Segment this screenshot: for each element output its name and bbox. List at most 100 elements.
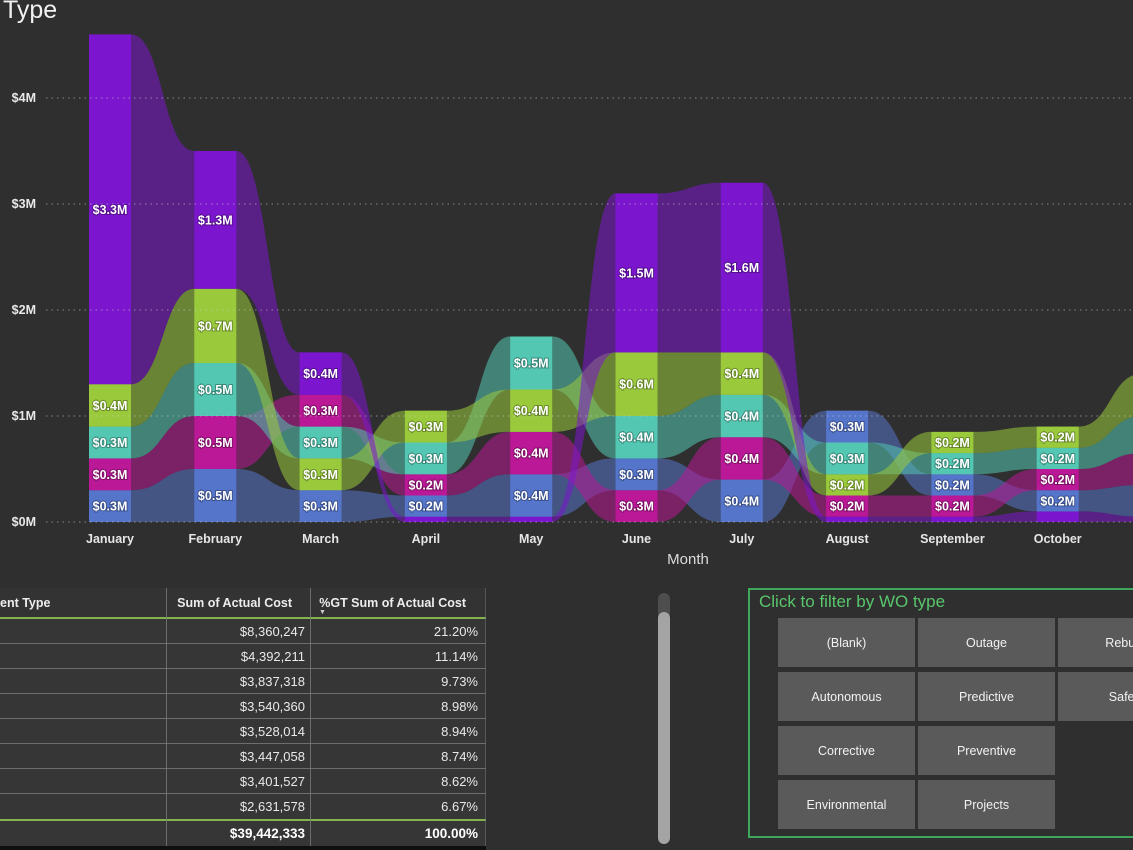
ribbon-green[interactable] bbox=[89, 288, 1133, 496]
ribbon-chart[interactable]: $0M $1M $2M $3M $4M $0.3M $0.3M $0.3M $0.4M $3.3M… bbox=[0, 0, 1133, 580]
ribbon-column-green[interactable] bbox=[510, 389, 553, 432]
ribbon-column-green[interactable] bbox=[826, 474, 869, 496]
ribbon-column-teal[interactable] bbox=[510, 336, 553, 390]
ribbon-column-teal[interactable] bbox=[615, 416, 658, 459]
ribbon-column-magenta[interactable] bbox=[826, 495, 869, 517]
filter-button-outage[interactable]: Outage bbox=[918, 618, 1055, 667]
ribbon-column-teal[interactable] bbox=[931, 453, 974, 475]
vertical-scrollbar[interactable] bbox=[657, 592, 671, 845]
ribbon-column-magenta[interactable] bbox=[404, 474, 447, 496]
header-sum-actual-cost[interactable]: Sum of Actual Cost bbox=[177, 595, 292, 610]
filter-button-rebuild[interactable]: Rebuild bbox=[1058, 618, 1133, 667]
table-row[interactable]: $3,447,058 8.74% bbox=[0, 744, 486, 769]
x-tick-label: June bbox=[622, 532, 651, 546]
ribbon-column-blue[interactable] bbox=[404, 495, 447, 517]
ribbon-column-magenta[interactable] bbox=[931, 495, 974, 517]
ribbon-column-magenta[interactable] bbox=[194, 416, 237, 469]
ribbon-column-blue[interactable] bbox=[615, 458, 658, 491]
table-row[interactable]: $3,540,360 8.98% bbox=[0, 694, 486, 719]
ribbon-column-purple[interactable] bbox=[826, 516, 869, 522]
ribbon-purple[interactable] bbox=[89, 34, 1133, 522]
filter-panel-title: Click to filter by WO type bbox=[759, 592, 946, 611]
header-pct-gt-sum[interactable]: %GT Sum of Actual Cost bbox=[319, 595, 466, 610]
ribbon-column-purple[interactable] bbox=[404, 516, 447, 522]
ribbon-column-purple[interactable] bbox=[510, 516, 553, 522]
ribbon-column-purple[interactable] bbox=[89, 34, 131, 385]
table-row[interactable]: $3,837,318 9.73% bbox=[0, 669, 486, 694]
table-row[interactable]: $3,401,527 8.62% bbox=[0, 769, 486, 794]
ribbon-column-blue[interactable] bbox=[299, 490, 342, 522]
table-right-edge bbox=[485, 588, 486, 846]
ribbon-column-blue[interactable] bbox=[510, 474, 553, 517]
ribbon-column-magenta[interactable] bbox=[720, 437, 763, 480]
ribbon-column-purple[interactable] bbox=[615, 193, 658, 353]
ribbon-column-purple[interactable] bbox=[194, 151, 237, 289]
total-label bbox=[0, 821, 166, 845]
value-label: $0.4M bbox=[514, 489, 549, 503]
ribbon-column-green[interactable] bbox=[720, 352, 763, 395]
filter-button-environmental[interactable]: Environmental bbox=[778, 780, 915, 829]
filter-button-blank[interactable]: (Blank) bbox=[778, 618, 915, 667]
ribbon-column-blue[interactable] bbox=[194, 469, 237, 522]
ribbon-column-magenta[interactable] bbox=[615, 490, 658, 522]
value-label: $0.5M bbox=[198, 436, 233, 450]
value-label: $0.2M bbox=[1040, 452, 1075, 466]
ribbon-column-green[interactable] bbox=[1036, 426, 1079, 448]
value-label: $0.5M bbox=[198, 383, 233, 397]
value-label: $0.2M bbox=[935, 500, 970, 514]
ribbon-column-green[interactable] bbox=[931, 431, 974, 454]
ribbon-column-green[interactable] bbox=[299, 458, 342, 491]
sort-descending-icon[interactable]: ▼ bbox=[319, 609, 326, 616]
filter-button-autonomous[interactable]: Autonomous bbox=[778, 672, 915, 721]
scrollbar-thumb[interactable] bbox=[658, 612, 670, 844]
ribbon-column-teal[interactable] bbox=[299, 426, 342, 459]
value-label: $0.2M bbox=[1040, 494, 1075, 508]
ribbon-column-purple[interactable] bbox=[299, 352, 342, 395]
ribbon-blue[interactable] bbox=[89, 410, 1133, 522]
filter-button-preventive[interactable]: Preventive bbox=[918, 726, 1055, 775]
filter-button-predictive[interactable]: Predictive bbox=[918, 672, 1055, 721]
table-total-row: $39,442,333 100.00% bbox=[0, 821, 486, 846]
ribbon-column-teal[interactable] bbox=[826, 442, 869, 475]
filter-button-corrective[interactable]: Corrective bbox=[778, 726, 915, 775]
ribbon-column-blue[interactable] bbox=[931, 474, 974, 496]
table-row[interactable]: $3,528,014 8.94% bbox=[0, 719, 486, 744]
ribbon-magenta[interactable] bbox=[89, 394, 1133, 522]
ribbon-column-teal[interactable] bbox=[1036, 447, 1079, 469]
value-label: $0.4M bbox=[619, 431, 654, 445]
ribbon-column-blue[interactable] bbox=[720, 479, 763, 522]
value-label: $0.2M bbox=[830, 478, 865, 492]
ribbon-teal[interactable] bbox=[89, 336, 1133, 475]
table-row[interactable]: $2,631,578 6.67% bbox=[0, 794, 486, 819]
value-label: $0.3M bbox=[303, 436, 338, 450]
value-label: $0.5M bbox=[514, 357, 549, 371]
ribbon-column-purple[interactable] bbox=[1036, 511, 1079, 522]
filter-button-safety[interactable]: Safety bbox=[1058, 672, 1133, 721]
table-row[interactable]: $8,360,247 21.20% bbox=[0, 619, 486, 644]
ribbon-column-magenta[interactable] bbox=[1036, 469, 1079, 491]
ribbon-column-teal[interactable] bbox=[404, 442, 447, 475]
ribbon-column-magenta[interactable] bbox=[510, 431, 553, 475]
ribbon-column-magenta[interactable] bbox=[89, 458, 131, 491]
ribbon-column-green[interactable] bbox=[194, 288, 237, 363]
ribbon-column-purple[interactable] bbox=[720, 182, 763, 353]
ribbon-column-blue[interactable] bbox=[1036, 490, 1079, 512]
ribbon-column-teal[interactable] bbox=[194, 363, 237, 416]
ribbon-column-purple[interactable] bbox=[931, 516, 974, 522]
header-type[interactable]: ent Type bbox=[0, 595, 51, 610]
ribbon-column-blue[interactable] bbox=[89, 490, 131, 522]
cell-cost: $3,540,360 bbox=[239, 698, 305, 714]
x-tick-label: September bbox=[920, 532, 985, 546]
ribbon-column-green[interactable] bbox=[615, 352, 658, 416]
filter-button-projects[interactable]: Projects bbox=[918, 780, 1055, 829]
value-label: $0.3M bbox=[303, 404, 338, 418]
cell-pct: 8.94% bbox=[441, 723, 478, 739]
cell-type bbox=[0, 619, 166, 643]
value-label: $0.3M bbox=[93, 500, 128, 514]
ribbon-column-magenta[interactable] bbox=[299, 394, 342, 427]
table-row[interactable]: $4,392,211 11.14% bbox=[0, 644, 486, 669]
ribbon-column-teal[interactable] bbox=[89, 426, 131, 459]
ribbon-column-green[interactable] bbox=[89, 384, 131, 427]
value-label: $0.7M bbox=[198, 319, 233, 333]
